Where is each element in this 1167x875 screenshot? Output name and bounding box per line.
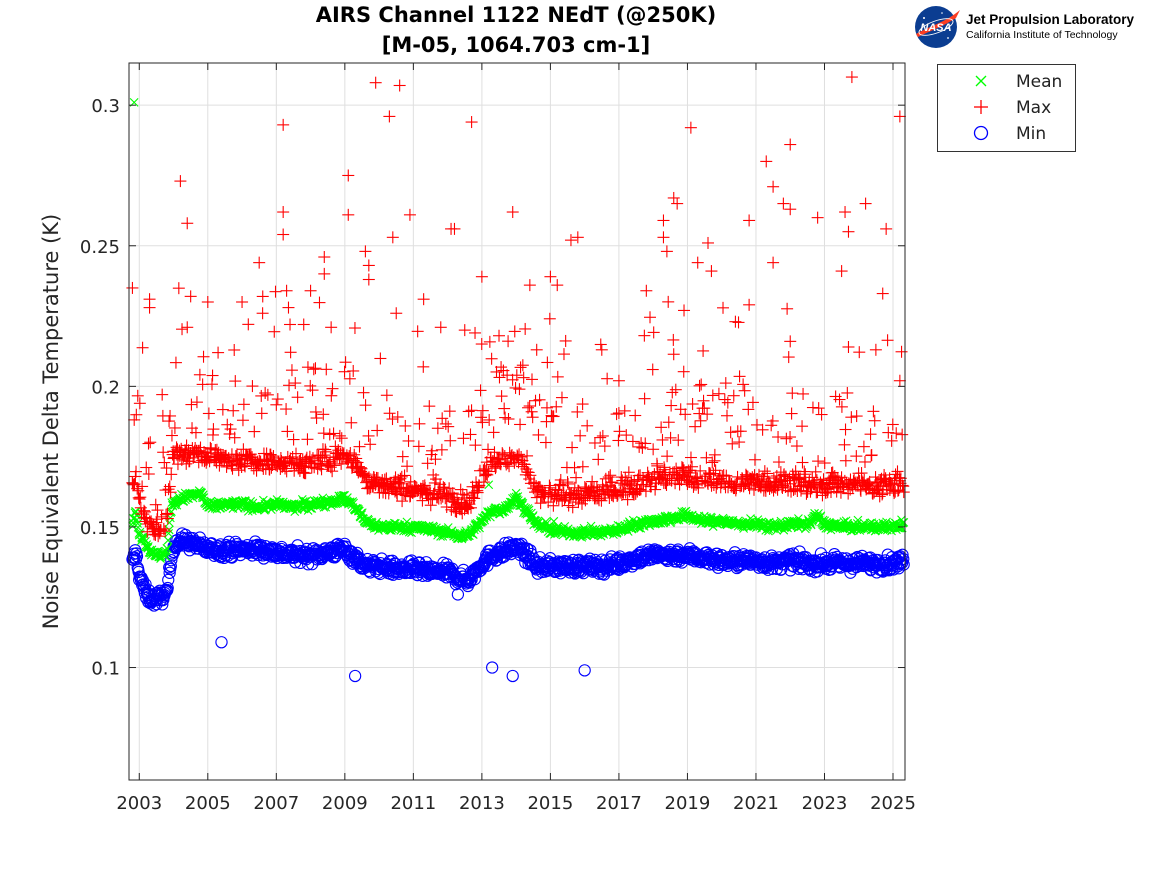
nasa-meatball-icon: NASA [915, 6, 960, 48]
caltech-name: California Institute of Technology [966, 29, 1118, 41]
legend-label-mean: Mean [1016, 72, 1063, 92]
y-tick-label: 0.1 [91, 659, 120, 680]
marker-min [161, 581, 174, 595]
marker-min [490, 553, 503, 567]
marker-min [163, 566, 176, 579]
y-axis-label: Noise Equivalent Delta Temperature (K) [39, 214, 63, 630]
legend-label-max: Max [1016, 98, 1052, 118]
x-tick-label: 2015 [527, 793, 573, 814]
x-tick-label: 2025 [870, 793, 916, 814]
x-tick-label: 2017 [596, 793, 642, 814]
x-marker-icon [975, 75, 987, 87]
y-tick-label: 0.3 [91, 96, 120, 117]
x-tick-label: 2009 [322, 793, 368, 814]
x-tick-label: 2011 [390, 793, 436, 814]
plus-marker-icon [974, 100, 988, 114]
x-tick-label: 2019 [665, 793, 711, 814]
marker-min [165, 554, 178, 567]
x-tick-label: 2005 [185, 793, 231, 814]
legend-label-min: Min [1016, 124, 1047, 144]
marker-min [136, 574, 149, 587]
chart-title-line2: [M-05, 1064.703 cm-1] [381, 33, 651, 57]
marker-min [132, 565, 145, 579]
x-tick-label: 2013 [459, 793, 505, 814]
marker-min [138, 580, 151, 593]
marker-min [193, 531, 207, 544]
grid-lines [129, 63, 905, 780]
marker-min [492, 548, 505, 561]
data-marks [126, 71, 910, 683]
y-tick-label: 0.25 [80, 237, 120, 258]
jpl-name: Jet Propulsion Laboratory [966, 12, 1135, 27]
x-tick-label: 2007 [253, 793, 299, 814]
y-tick-label: 0.2 [91, 377, 120, 398]
circle-marker-icon [973, 125, 989, 141]
marker-min [156, 598, 169, 611]
marker-min [135, 571, 148, 584]
legend: Mean Max Min [937, 64, 1076, 152]
nasa-text: NASA [920, 22, 951, 34]
chart-title-line1: AIRS Channel 1122 NEdT (@250K) [315, 3, 717, 27]
y-tick-label: 0.15 [80, 518, 120, 539]
x-tick-label: 2021 [733, 793, 779, 814]
x-tick-label: 2023 [802, 793, 848, 814]
legend-item-mean: Mean [938, 69, 1075, 93]
marker-min [163, 561, 176, 574]
x-tick-label: 2003 [116, 793, 162, 814]
legend-item-max: Max [938, 95, 1075, 119]
legend-item-min: Min [938, 121, 1075, 145]
jpl-logo: NASA Jet Propulsion Laboratory Californi… [912, 4, 1152, 50]
